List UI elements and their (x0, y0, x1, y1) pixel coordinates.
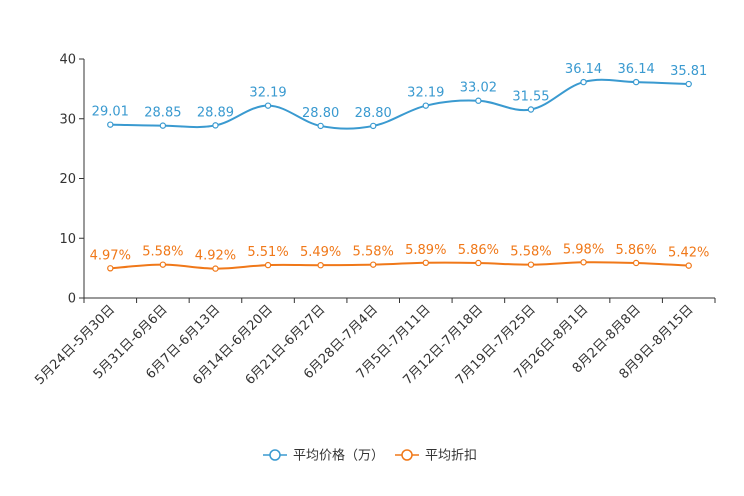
y-tick-label: 10 (59, 232, 76, 247)
y-tick-label: 0 (68, 292, 76, 307)
data-label: 31.55 (512, 89, 549, 104)
series-line-0 (110, 78, 689, 130)
legend-label-1: 平均折扣 (425, 449, 477, 464)
data-point (212, 122, 219, 129)
data-point (317, 261, 324, 269)
data-label: 5.86% (615, 243, 656, 258)
data-point (370, 261, 377, 268)
data-label: 5.58% (510, 245, 551, 260)
data-label: 33.02 (460, 81, 497, 96)
data-labels: 29.01 28.85 28.89 32.19 28.80 28.80 32.19 33.02… (90, 62, 710, 264)
data-label: 5.51% (247, 245, 288, 260)
data-label: 32.19 (249, 86, 286, 101)
data-point (527, 106, 535, 113)
data-label: 5.58% (142, 245, 183, 260)
data-point (685, 262, 692, 269)
legend-marker-1 (401, 449, 413, 461)
data-point (422, 259, 429, 267)
y-tick-label: 30 (59, 112, 76, 127)
data-point (632, 78, 640, 86)
data-label: 29.01 (92, 105, 129, 120)
legend: 平均价格（万） 平均折扣 (263, 448, 477, 464)
data-label: 5.89% (405, 243, 446, 258)
data-point (212, 265, 219, 272)
data-label: 4.97% (90, 248, 131, 263)
series-points (107, 78, 692, 272)
data-label: 4.92% (195, 249, 236, 264)
data-label: 32.19 (407, 86, 444, 101)
data-point (527, 261, 535, 268)
data-point (475, 259, 482, 267)
data-label: 5.58% (353, 245, 394, 260)
data-label: 36.14 (618, 62, 655, 77)
data-point (475, 97, 482, 104)
data-point (370, 122, 377, 130)
axes: 0102030405月24日-5月30日5月31日-6月6日6月7日-6月13日… (32, 53, 716, 388)
legend-label-0: 平均价格（万） (293, 448, 384, 464)
data-label: 28.89 (197, 105, 234, 120)
data-label: 5.98% (563, 242, 604, 257)
data-point (685, 80, 692, 88)
data-point (107, 121, 114, 128)
data-point (632, 259, 640, 267)
data-point (317, 122, 324, 130)
y-tick-label: 40 (59, 53, 76, 68)
data-point (107, 265, 114, 272)
data-label: 5.42% (668, 246, 709, 261)
data-label: 28.80 (302, 106, 339, 121)
legend-marker-0 (269, 449, 281, 461)
data-point (422, 102, 429, 109)
data-point (159, 122, 167, 129)
data-label: 28.85 (144, 106, 181, 121)
data-label: 28.80 (355, 106, 392, 121)
data-label: 35.81 (670, 64, 707, 79)
data-point (580, 78, 587, 86)
y-tick-label: 20 (59, 172, 76, 187)
data-label: 5.86% (458, 243, 499, 258)
data-point (580, 259, 587, 266)
data-point (264, 261, 272, 269)
data-label: 36.14 (565, 62, 602, 77)
data-point (264, 102, 272, 109)
data-label: 5.49% (300, 245, 341, 260)
series-line-1 (110, 261, 689, 270)
data-point (159, 261, 167, 268)
series-lines (110, 78, 689, 270)
